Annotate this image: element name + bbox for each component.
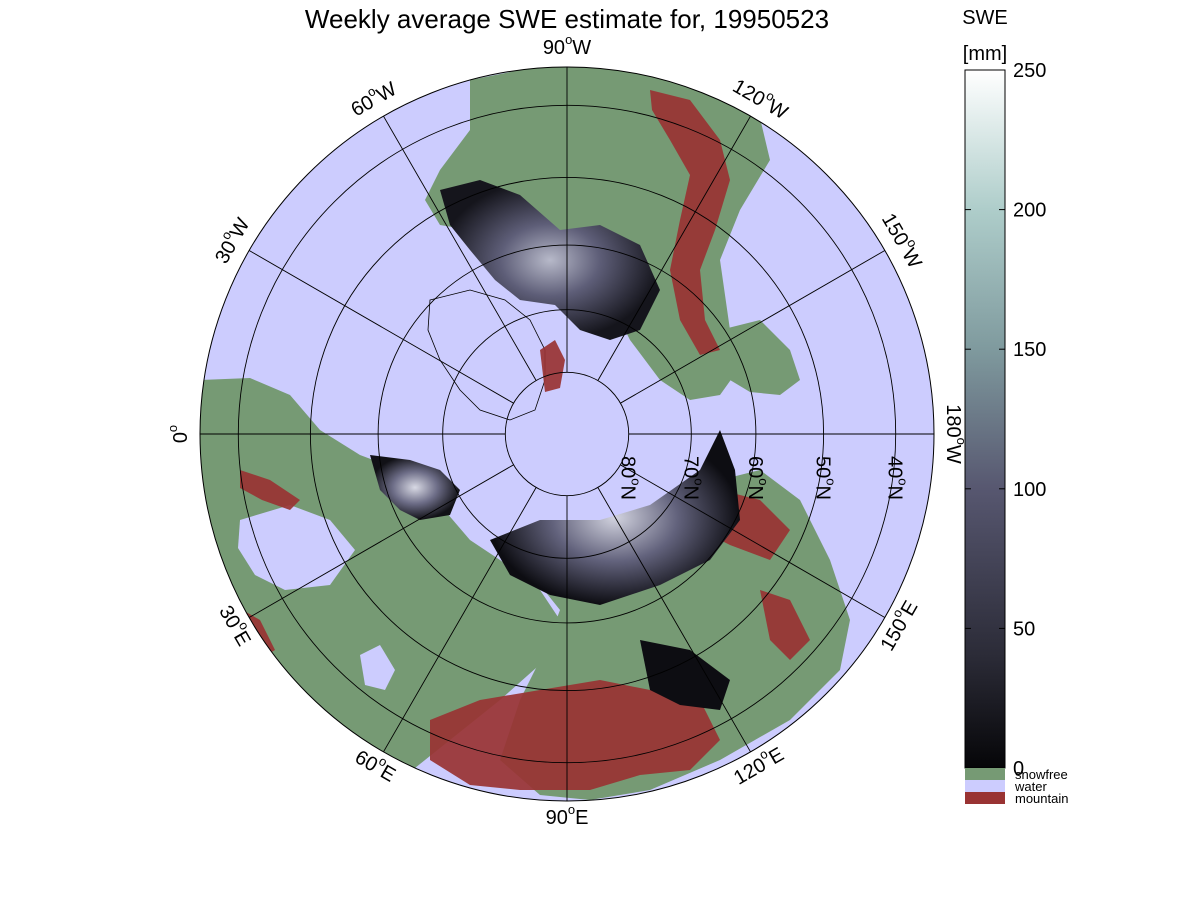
alaska-landmass xyxy=(720,320,800,395)
latitude-label: 60oN xyxy=(744,456,771,500)
meridian-line xyxy=(383,487,537,753)
rocky-mountains xyxy=(650,90,730,355)
colorbar-ticks: 0 50 100 150 200 250 xyxy=(965,60,1046,780)
meridian-line xyxy=(248,250,514,404)
kamchatka-region xyxy=(760,590,810,660)
colorbar-gradient-bar xyxy=(964,69,1006,769)
colorbar-tick-label: 50 xyxy=(1013,618,1035,640)
meridian-line xyxy=(597,487,751,753)
category-swatch-water xyxy=(965,780,1005,792)
category-label-water: water xyxy=(1014,779,1047,794)
colorbar-label-line1: SWE xyxy=(962,7,1008,29)
map-title: Weekly average SWE estimate for, 1995052… xyxy=(305,4,829,34)
longitude-label: 90oW xyxy=(543,32,591,59)
colorbar-label-line2: [mm] xyxy=(963,43,1007,65)
colorbar-tick-label: 0 xyxy=(1013,758,1024,780)
alps-region xyxy=(240,470,300,510)
latitude-labels: 80oN 70oN 60oN 50oN 40oN xyxy=(616,456,910,500)
colorbar-tick-label: 150 xyxy=(1013,339,1046,361)
snow-scandinavia xyxy=(370,455,460,520)
meridian-line xyxy=(248,464,514,618)
greenland-landmass xyxy=(427,289,546,421)
polar-map: 0o30oW60oW90oW120oW150oW180oW150oE120oE9… xyxy=(165,32,968,829)
snow-east-asia xyxy=(640,640,730,710)
meridian-line xyxy=(597,115,751,381)
graticule xyxy=(200,67,934,801)
svalbard-region xyxy=(540,340,565,392)
caspian-sea xyxy=(360,645,395,690)
category-swatch-snowfree xyxy=(965,768,1005,780)
meridian-line xyxy=(383,115,537,381)
category-swatch-mountain xyxy=(965,792,1005,804)
central-asia-mountains xyxy=(430,680,720,790)
meridian-line xyxy=(620,250,886,404)
colorbar-tick-label: 100 xyxy=(1013,479,1046,501)
colorbar-tick-label: 200 xyxy=(1013,200,1046,222)
longitude-label: 90oE xyxy=(546,802,589,829)
longitude-label: 180oW xyxy=(942,404,969,464)
longitude-label: 0o xyxy=(165,425,192,443)
meridian-line xyxy=(620,464,886,618)
category-label-mountain: mountain xyxy=(1015,791,1068,806)
latitude-label: 40oN xyxy=(883,456,910,500)
snow-canada xyxy=(440,180,660,340)
latitude-label: 70oN xyxy=(679,456,706,500)
latitude-label: 50oN xyxy=(811,456,838,500)
colorbar-tick-label: 250 xyxy=(1013,60,1046,82)
latitude-label: 80oN xyxy=(616,456,643,500)
swe-colorbar: SWE [mm] 0 50 100 150 200 250 snowfreewatermo… xyxy=(962,7,1068,806)
category-label-snowfree: snowfree xyxy=(1015,767,1068,782)
